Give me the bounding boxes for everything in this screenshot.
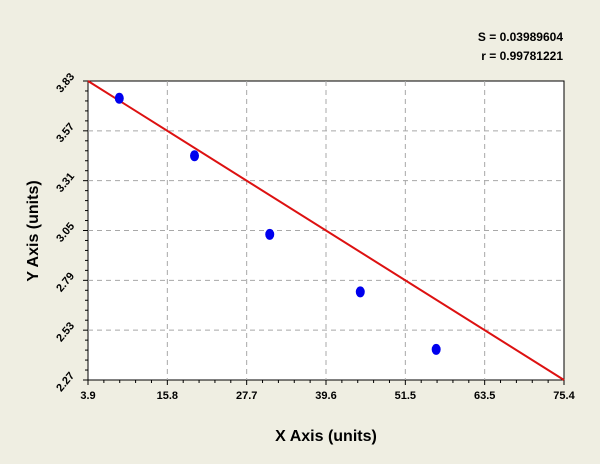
y-tick-label: 2.27	[54, 370, 77, 394]
data-point	[265, 228, 275, 240]
y-tick-label: 2.53	[54, 320, 77, 344]
data-point	[431, 343, 441, 355]
x-tick-label: 39.6	[315, 390, 336, 402]
y-tick-label: 3.05	[54, 221, 77, 245]
x-tick-label: 63.5	[474, 390, 495, 402]
fit-line	[87, 80, 565, 381]
x-tick-label: 3.9	[80, 390, 95, 402]
y-tick-label: 3.83	[54, 71, 77, 95]
y-tick-label: 3.57	[54, 121, 77, 145]
data-point	[190, 150, 200, 162]
data-points	[114, 92, 441, 355]
stats-r-label: r = 0.99781221	[481, 49, 563, 63]
x-axis-title: X Axis (units)	[275, 428, 377, 445]
axis-ticks	[83, 80, 565, 385]
data-point	[355, 286, 365, 298]
x-tick-label: 75.4	[553, 390, 575, 402]
y-tick-label: 2.79	[54, 270, 77, 294]
y-tick-label: 3.31	[54, 171, 77, 195]
x-tick-label: 27.7	[236, 390, 257, 402]
data-point	[114, 92, 124, 104]
x-tick-label: 51.5	[395, 390, 416, 402]
x-tick-labels: 3.9 15.8 27.7 39.6 51.5 63.5 75.4	[80, 390, 575, 402]
stats-s-label: S = 0.03989604	[478, 30, 563, 44]
fit-line-group	[87, 80, 565, 381]
x-tick-label: 15.8	[157, 390, 178, 402]
y-tick-labels: 2.27 2.53 2.79 3.05 3.31 3.57 3.83	[54, 71, 77, 394]
y-axis-title: Y Axis (units)	[25, 180, 42, 281]
